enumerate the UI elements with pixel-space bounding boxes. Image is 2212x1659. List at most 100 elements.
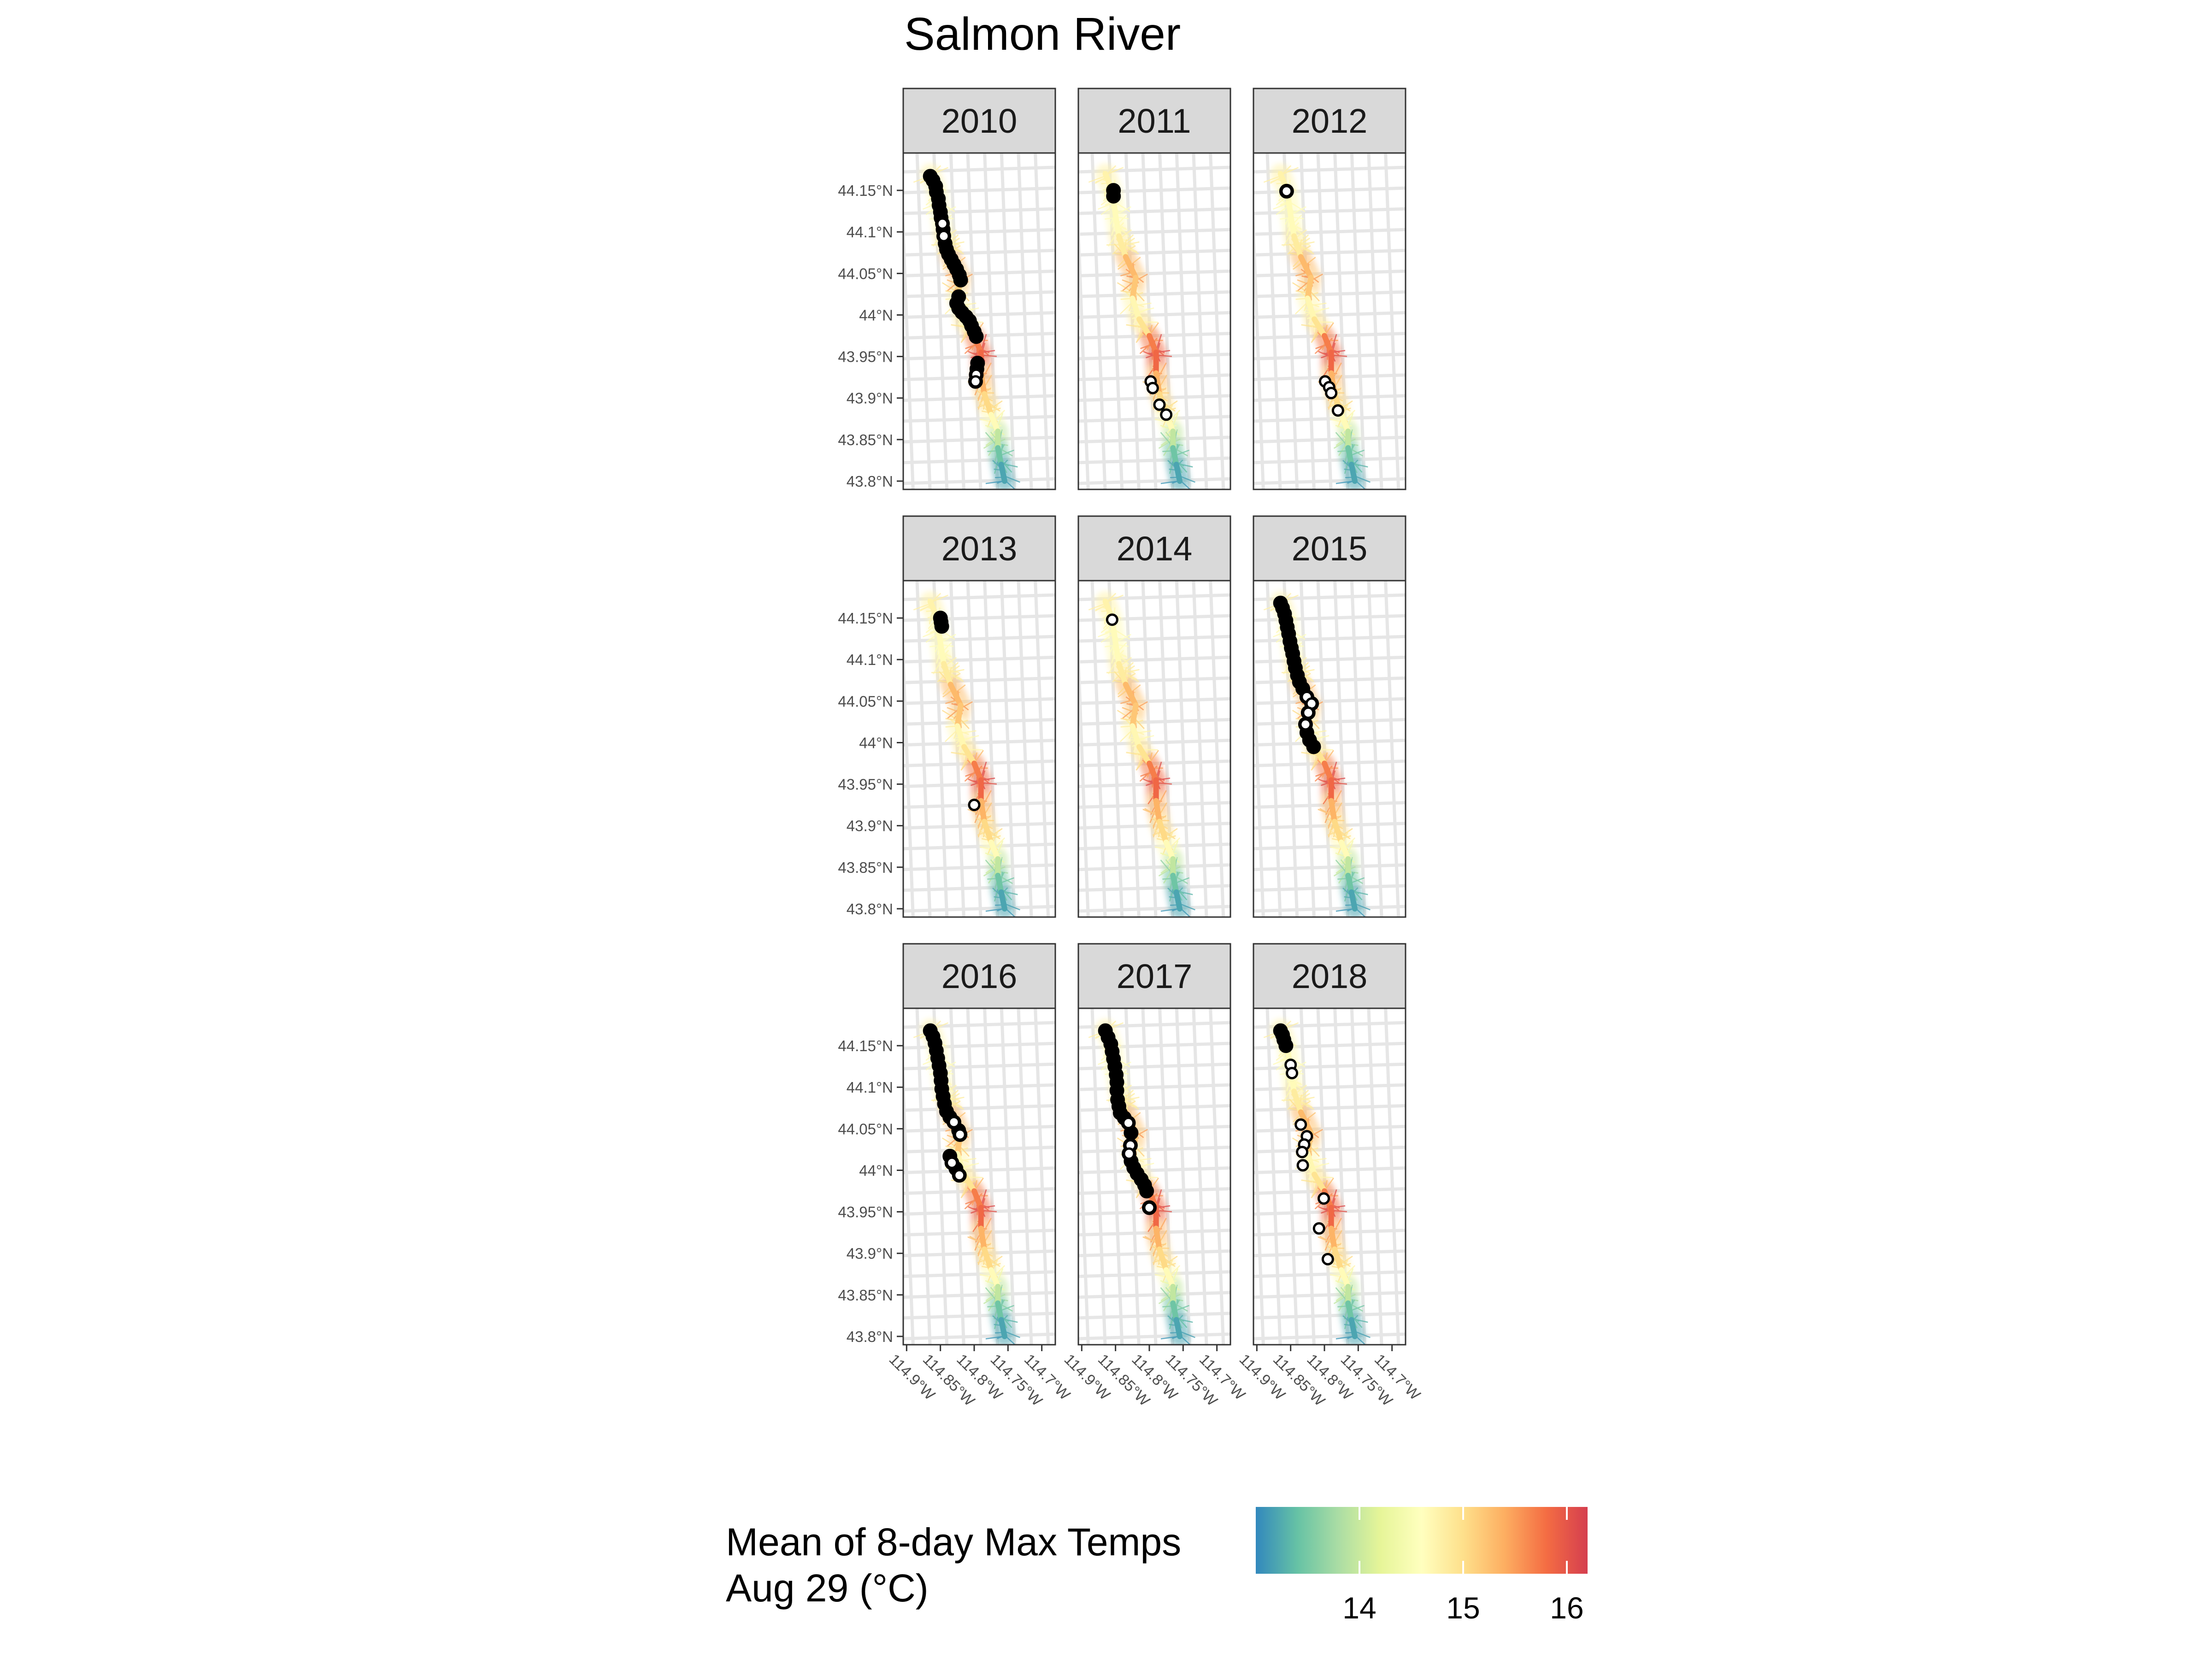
river-segment — [1136, 744, 1152, 766]
river-segment — [1153, 370, 1162, 397]
river-segment — [1328, 798, 1337, 824]
facet-strip-label: 2011 — [1118, 102, 1191, 140]
parallel-line — [903, 863, 1055, 871]
legend-ticks: 14 15 16 — [1342, 1507, 1584, 1625]
river-segment — [1312, 316, 1327, 339]
observation-points — [1106, 613, 1118, 626]
color-legend: Mean of 8-day Max Temps Aug 29 (°C) 14 15… — [726, 1507, 1588, 1625]
parallel-line — [1253, 477, 1406, 485]
parallel-line — [903, 1166, 1055, 1174]
river-segment — [1170, 872, 1179, 895]
facet-strip-label: 2015 — [1292, 529, 1368, 568]
observation-point-open — [1331, 404, 1344, 417]
legend-tick-label: 16 — [1550, 1591, 1583, 1625]
river-segment — [1163, 839, 1176, 862]
parallel-line — [903, 477, 1055, 485]
observation-point-open — [1146, 382, 1159, 394]
river-segment — [1348, 1317, 1358, 1339]
river-segment — [995, 872, 1004, 895]
river-segment — [1130, 295, 1142, 322]
map-area — [903, 1008, 1055, 1345]
facet-panel-2014: 2014 — [1077, 515, 1231, 918]
observation-points — [1279, 183, 1344, 417]
y-tick-label: 44°N — [859, 1162, 893, 1179]
tributary-line — [1160, 480, 1180, 484]
river-segment — [1291, 233, 1304, 260]
parallel-line — [1253, 842, 1406, 851]
y-tick-label: 43.95°N — [838, 776, 893, 793]
observation-point-open — [1143, 1201, 1156, 1214]
parallel-line — [1253, 435, 1406, 444]
y-tick-label: 43.9°N — [847, 390, 893, 407]
parallel-line — [1078, 290, 1230, 298]
parallel-line — [1253, 655, 1406, 664]
facet-panel-2013: 2013 44.15°N 44.1°N 44.05°N 44°N 43.95°N 43.9°… — [838, 515, 1056, 918]
parallel-line — [903, 1145, 1055, 1153]
meridian-line — [1234, 581, 1247, 917]
parallel-line — [1078, 905, 1230, 913]
parallel-line — [1078, 1166, 1230, 1174]
river-segment — [1332, 818, 1344, 845]
river-segment — [971, 1188, 984, 1211]
facet-strip-label: 2014 — [1117, 529, 1193, 568]
observation-point — [1306, 739, 1321, 754]
observation-point-open — [1123, 1147, 1135, 1160]
river-segment — [1312, 1171, 1327, 1194]
parallel-line — [1253, 456, 1406, 465]
facet-strip — [902, 88, 1056, 154]
tributary-line — [1263, 175, 1282, 183]
parallel-line — [1078, 676, 1230, 684]
parallel-line — [903, 311, 1055, 319]
parallel-line — [903, 1312, 1055, 1320]
tributary-line — [923, 629, 939, 638]
river-segment — [1116, 661, 1129, 688]
river-segment — [982, 1246, 994, 1273]
observation-point-open — [1294, 1118, 1307, 1131]
tributary-line — [985, 480, 1005, 484]
tributary-line — [961, 735, 979, 741]
legend-title-line2: Aug 29 (°C) — [726, 1566, 929, 1610]
observation-point-open — [1321, 1253, 1334, 1265]
facet-panel-2017: 2017 114.9°W114.85°W114.8°W114.75°W114.7°… — [1061, 943, 1249, 1410]
river-segment — [1345, 1300, 1354, 1323]
observation-point-open — [953, 1169, 966, 1182]
river-segment — [1338, 412, 1351, 434]
parallel-line — [1078, 842, 1230, 851]
meridian-line — [1234, 153, 1247, 489]
parallel-line — [903, 290, 1055, 298]
y-tick-label: 44.15°N — [838, 182, 893, 199]
river-segment — [978, 798, 987, 824]
river-segment — [1288, 212, 1297, 239]
river-segment — [1332, 1246, 1344, 1273]
parallel-line — [1078, 1332, 1230, 1341]
facet-strip-label: 2016 — [941, 957, 1018, 995]
river-segment — [1157, 1246, 1169, 1273]
parallel-line — [1078, 863, 1230, 871]
parallel-line — [903, 1124, 1055, 1133]
observation-point-open — [1312, 1222, 1325, 1235]
parallel-line — [903, 1083, 1055, 1091]
river-segment — [1130, 702, 1139, 729]
river-segment — [998, 461, 1007, 484]
tributary-line — [913, 603, 931, 611]
y-tick-label: 44.15°N — [838, 1037, 893, 1054]
parallel-line — [1078, 435, 1230, 444]
river-segment — [1322, 333, 1334, 355]
river-segment — [978, 1225, 987, 1252]
river-segment — [1305, 1151, 1317, 1177]
parallel-line — [1253, 676, 1406, 684]
meridian-line — [1059, 153, 1071, 489]
meridian-line — [1078, 1046, 1090, 1345]
river-segment — [1173, 1317, 1182, 1339]
tributary-line — [1273, 1057, 1289, 1065]
meridian-line — [1234, 1008, 1247, 1345]
map-area — [903, 153, 1055, 489]
parallel-line — [1078, 1124, 1230, 1133]
parallel-line — [1253, 1270, 1406, 1278]
observation-point — [1106, 188, 1121, 204]
parallel-line — [903, 697, 1055, 705]
facet-panels: 2010 44.15°N 44.1°N 44.05°N 44°N 43.95°N 43.9°… — [838, 88, 1424, 1410]
observation-point — [934, 619, 949, 634]
parallel-line — [1078, 884, 1230, 892]
parallel-line — [903, 456, 1055, 465]
